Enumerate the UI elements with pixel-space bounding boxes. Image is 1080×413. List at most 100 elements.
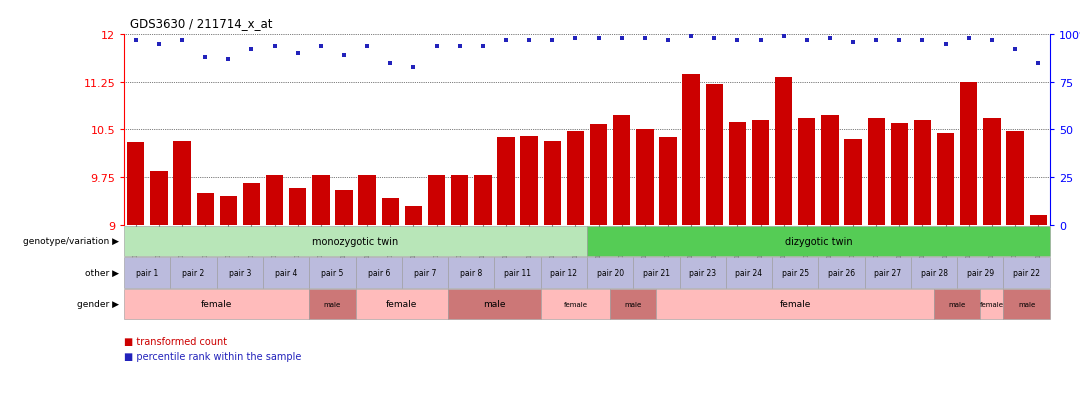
Text: pair 4: pair 4 bbox=[275, 268, 297, 277]
Bar bbox=[588, 226, 1050, 256]
Text: pair 8: pair 8 bbox=[460, 268, 483, 277]
Bar bbox=[124, 258, 171, 288]
Bar bbox=[171, 258, 217, 288]
Bar bbox=[336, 190, 353, 225]
Bar bbox=[590, 125, 607, 225]
Text: gender ▶: gender ▶ bbox=[77, 300, 119, 309]
Bar bbox=[613, 116, 631, 225]
Bar bbox=[729, 123, 746, 225]
Bar bbox=[1029, 216, 1047, 225]
Bar bbox=[543, 142, 561, 225]
Bar bbox=[798, 119, 815, 225]
Text: female: female bbox=[780, 300, 811, 309]
Bar bbox=[683, 74, 700, 225]
Text: other ▶: other ▶ bbox=[85, 268, 119, 277]
Bar bbox=[428, 176, 445, 225]
Bar bbox=[474, 176, 491, 225]
Text: GDS3630 / 211714_x_at: GDS3630 / 211714_x_at bbox=[130, 17, 272, 30]
Text: pair 5: pair 5 bbox=[321, 268, 343, 277]
Bar bbox=[679, 258, 726, 288]
Bar bbox=[124, 226, 588, 256]
Bar bbox=[659, 138, 677, 225]
Bar bbox=[521, 136, 538, 225]
Text: genotype/variation ▶: genotype/variation ▶ bbox=[23, 237, 119, 246]
Text: pair 20: pair 20 bbox=[596, 268, 623, 277]
Bar bbox=[312, 176, 329, 225]
Text: female: female bbox=[387, 300, 418, 309]
Bar bbox=[355, 258, 402, 288]
Bar bbox=[243, 184, 260, 225]
Text: pair 3: pair 3 bbox=[229, 268, 251, 277]
Bar bbox=[289, 188, 307, 225]
Bar bbox=[937, 133, 955, 225]
Bar bbox=[636, 130, 653, 225]
Text: pair 25: pair 25 bbox=[782, 268, 809, 277]
Bar bbox=[541, 258, 588, 288]
Text: pair 7: pair 7 bbox=[414, 268, 436, 277]
Bar bbox=[775, 78, 793, 225]
Bar bbox=[845, 140, 862, 225]
Bar bbox=[174, 142, 191, 225]
Bar bbox=[1003, 258, 1050, 288]
Bar bbox=[1007, 131, 1024, 225]
Text: male: male bbox=[483, 300, 505, 309]
Bar bbox=[867, 119, 885, 225]
Bar bbox=[657, 289, 934, 319]
Bar bbox=[981, 289, 1003, 319]
Bar bbox=[960, 83, 977, 225]
Bar bbox=[197, 193, 214, 225]
Bar bbox=[219, 197, 237, 225]
Text: pair 28: pair 28 bbox=[920, 268, 947, 277]
Bar bbox=[448, 258, 495, 288]
Bar bbox=[266, 176, 283, 225]
Text: female: female bbox=[980, 301, 1004, 307]
Bar bbox=[705, 85, 723, 225]
Bar bbox=[127, 143, 145, 225]
Bar bbox=[983, 119, 1000, 225]
Text: pair 11: pair 11 bbox=[504, 268, 531, 277]
Bar bbox=[309, 258, 355, 288]
Text: male: male bbox=[1018, 301, 1036, 307]
Bar bbox=[495, 258, 541, 288]
Text: pair 1: pair 1 bbox=[136, 268, 159, 277]
Text: dizygotic twin: dizygotic twin bbox=[784, 236, 852, 247]
Text: ■ percentile rank within the sample: ■ percentile rank within the sample bbox=[124, 351, 301, 361]
Text: male: male bbox=[324, 301, 341, 307]
Text: pair 29: pair 29 bbox=[967, 268, 994, 277]
Text: pair 6: pair 6 bbox=[367, 268, 390, 277]
Text: pair 23: pair 23 bbox=[689, 268, 716, 277]
Bar bbox=[865, 258, 910, 288]
Text: pair 27: pair 27 bbox=[874, 268, 902, 277]
Bar bbox=[451, 176, 469, 225]
Bar bbox=[726, 258, 772, 288]
Text: female: female bbox=[564, 301, 588, 307]
Bar bbox=[381, 199, 399, 225]
Bar bbox=[633, 258, 679, 288]
Bar bbox=[914, 121, 931, 225]
Bar bbox=[910, 258, 957, 288]
Text: pair 2: pair 2 bbox=[183, 268, 205, 277]
Bar bbox=[610, 289, 657, 319]
Bar bbox=[772, 258, 819, 288]
Bar bbox=[150, 171, 167, 225]
Bar bbox=[567, 131, 584, 225]
Text: male: male bbox=[948, 301, 966, 307]
Bar bbox=[497, 138, 515, 225]
Bar bbox=[309, 289, 355, 319]
Text: pair 12: pair 12 bbox=[551, 268, 578, 277]
Bar bbox=[891, 124, 908, 225]
Bar bbox=[355, 289, 448, 319]
Bar bbox=[402, 258, 448, 288]
Bar bbox=[359, 176, 376, 225]
Bar bbox=[588, 258, 633, 288]
Bar bbox=[124, 289, 309, 319]
Bar bbox=[217, 258, 264, 288]
Bar bbox=[821, 116, 838, 225]
Bar bbox=[957, 258, 1003, 288]
Bar bbox=[934, 289, 981, 319]
Bar bbox=[264, 258, 309, 288]
Text: pair 22: pair 22 bbox=[1013, 268, 1040, 277]
Text: female: female bbox=[201, 300, 232, 309]
Bar bbox=[448, 289, 541, 319]
Bar bbox=[541, 289, 610, 319]
